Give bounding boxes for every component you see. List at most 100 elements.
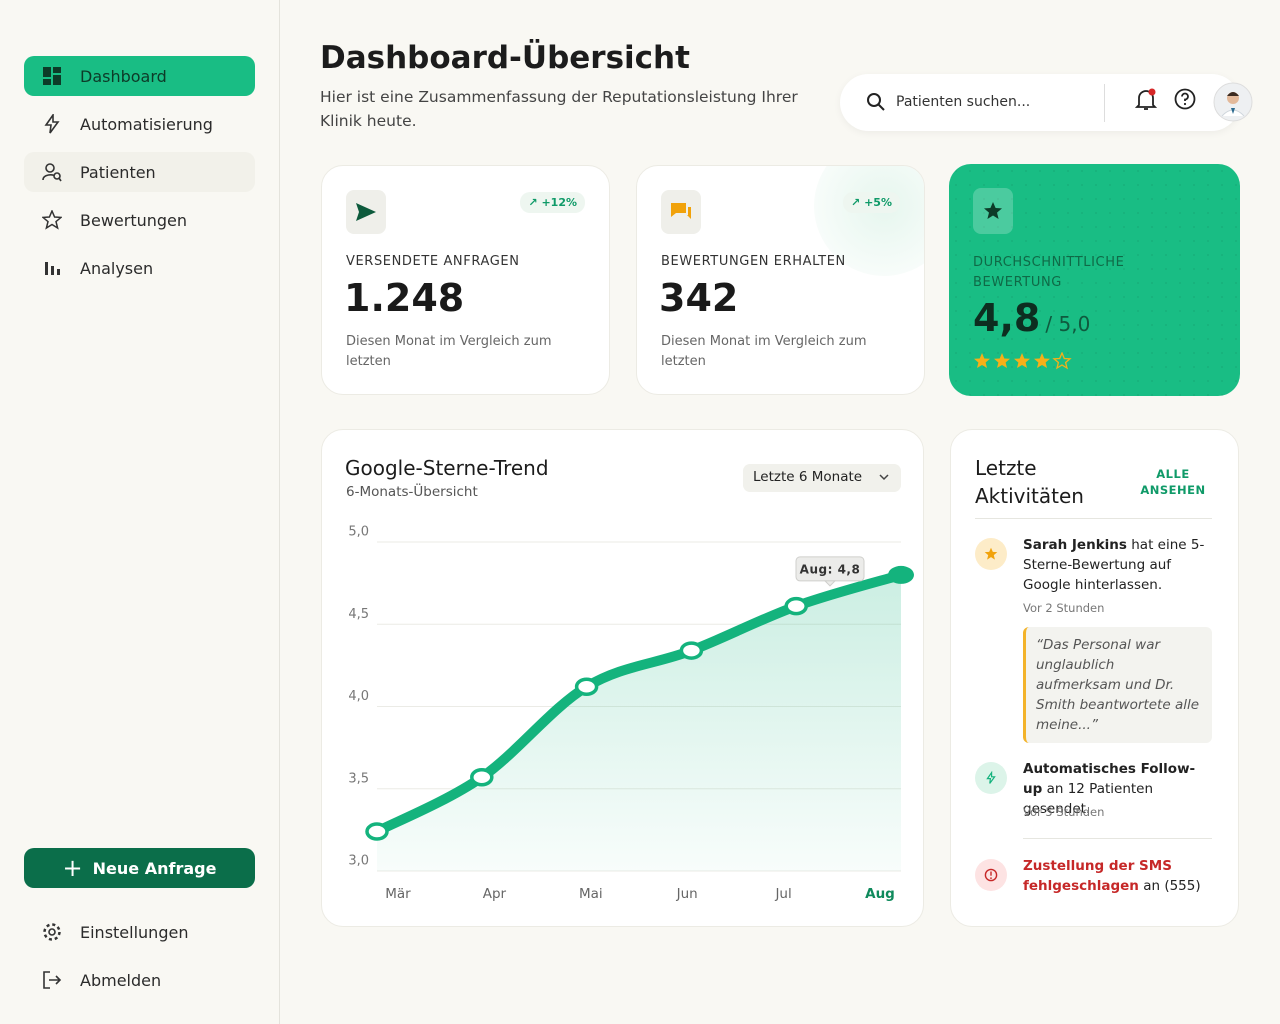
stat-card: ↗ +5% BEWERTUNGEN ERHALTEN 342 Diesen Mo… [636, 165, 925, 395]
activity-time: Vor 5 Stunden [1023, 805, 1105, 819]
nav-label: Patienten [80, 162, 156, 182]
rating: 4,8 / 5,0 [973, 296, 1090, 340]
nav-item[interactable]: Einstellungen [24, 912, 255, 952]
chart-card: Google-Sterne-Trend 6-Monats-Übersicht L… [321, 429, 924, 927]
stat-note: Diesen Monat im Vergleich zum letzten [346, 334, 552, 369]
stat-value: 4,8 [973, 296, 1041, 340]
nav-label: Bewertungen [80, 210, 188, 230]
chart-subtitle: 6-Monats-Übersicht [346, 484, 478, 500]
icon [42, 210, 62, 230]
plus-icon: + [62, 854, 83, 882]
x-tick-label: Jul [774, 886, 791, 902]
activity-time: Vor 2 Stunden [1023, 601, 1105, 615]
change-value: +12% [541, 196, 577, 209]
line-chart: 3,0 3,5 4,0 4,5 5,0 Mär Apr Mai Jun Jul Aug Aug: 4,… [348, 525, 914, 902]
icon [43, 971, 62, 989]
nav-label: Automatisierung [80, 114, 213, 134]
x-tick-label: Apr [483, 886, 507, 902]
stat-card: ↗ +12% VERSENDETE ANFRAGEN 1.248 Diesen … [321, 165, 610, 395]
point [470, 767, 494, 787]
activity-body: hat eine 5-Sterne-Bewertung auf Google h… [1023, 537, 1205, 593]
activity-title: Letzte Aktivitäten [975, 456, 1084, 508]
see-all-link[interactable]: ALLE ANSEHEN [1140, 467, 1206, 497]
x-tick-label: Jun [676, 886, 698, 902]
nav-item[interactable]: Bewertungen [24, 200, 255, 240]
point [888, 565, 914, 584]
chart-title: Google-Sterne-Trend [345, 456, 549, 480]
activity-text: Automatisches Follow-up an 12 Patienten … [1023, 759, 1213, 819]
range-dropdown[interactable]: Letzte 6 Monate [743, 464, 901, 492]
stat-icon [661, 190, 701, 234]
notification-icon[interactable] [1135, 88, 1157, 112]
divider [975, 518, 1212, 519]
divider [1023, 838, 1212, 839]
page-subtitle: Hier ist eine Zusammenfassung der Reputa… [320, 88, 798, 130]
change-chip: ↗ +5% [843, 192, 900, 213]
activity-icon [975, 538, 1007, 570]
tooltip-pointer [823, 580, 837, 587]
activity-body: an (555) 123-4567 [1143, 878, 1201, 894]
review-quote: “Das Personal war unglaublich aufmerksam… [1023, 627, 1212, 743]
avatar[interactable] [1213, 82, 1253, 122]
y-tick-label: 4,0 [348, 689, 369, 704]
nav-label: Dashboard [80, 66, 167, 86]
x-tick-label: Mär [385, 886, 411, 902]
activity-strong: Zustellung der SMS fehlgeschlagen [1023, 858, 1172, 894]
change-chip: ↗ +12% [520, 192, 585, 213]
point [574, 677, 599, 697]
rating-card: DURCHSCHNITTLICHE BEWERTUNG 4,8 / 5,0 [949, 164, 1240, 396]
area [377, 574, 901, 871]
search-bar: Patienten suchen... [840, 74, 1253, 131]
help-icon[interactable] [1174, 88, 1196, 110]
nav-label: Einstellungen [80, 922, 189, 942]
stat-label: DURCHSCHNITTLICHE BEWERTUNG [973, 255, 1125, 290]
activity-strong: Sarah Jenkins [1023, 537, 1127, 553]
icon [42, 163, 62, 182]
nav-item[interactable]: Dashboard [24, 56, 255, 96]
activity-text: Sarah Jenkins hat eine 5-Sterne-Bewertun… [1023, 535, 1213, 595]
stat-label: VERSENDETE ANFRAGEN [346, 254, 520, 269]
icon [43, 923, 61, 941]
y-tick-label: 5,0 [348, 525, 369, 540]
activity-icon [975, 762, 1007, 794]
stat-suffix: / 5,0 [1045, 312, 1091, 336]
tooltip-label: Aug: 4,8 [800, 562, 861, 576]
nav-item[interactable]: Patienten [24, 152, 255, 192]
point [679, 641, 704, 660]
nav-label: Analysen [80, 258, 154, 278]
stat-icon [973, 188, 1013, 234]
dropdown-label: Letzte 6 Monate [753, 469, 863, 485]
change-value: +5% [864, 196, 892, 209]
nav-item[interactable]: Automatisierung [24, 104, 255, 144]
stat-label: BEWERTUNGEN ERHALTEN [661, 254, 846, 269]
activity-text: Zustellung der SMS fehlgeschlagen an (55… [1023, 856, 1213, 898]
sidebar: Dashboard Automatisierung Patienten Bewe… [0, 0, 280, 1024]
search-icon [867, 93, 885, 111]
nav-item[interactable]: Abmelden [24, 960, 255, 1000]
page-title: Dashboard-Übersicht [320, 40, 690, 76]
point [784, 596, 808, 616]
stat-value: 1.248 [344, 276, 465, 320]
icon [44, 114, 60, 134]
y-tick-label: 3,0 [348, 854, 369, 869]
x-tick-label: Aug [865, 886, 895, 902]
search-input[interactable]: Patienten suchen... [896, 94, 1031, 110]
y-tick-label: 4,5 [348, 607, 369, 622]
activity-strong: Automatisches Follow-up [1023, 761, 1196, 797]
point [365, 822, 389, 841]
nav-item[interactable]: Analysen [24, 248, 255, 288]
new-request-button[interactable]: + Neue Anfrage [24, 848, 255, 888]
activity-body: an 12 Patienten gesendet. [1023, 781, 1154, 817]
activity-icon [975, 859, 1007, 891]
stat-value: 342 [659, 276, 739, 320]
button-label: Neue Anfrage [92, 858, 217, 878]
icon [45, 262, 60, 275]
nav-label: Abmelden [80, 970, 162, 990]
y-tick-label: 3,5 [348, 771, 369, 786]
activity-card: Letzte Aktivitäten ALLE ANSEHEN Sarah Je… [950, 429, 1239, 927]
icon [43, 67, 61, 85]
divider [1104, 84, 1105, 122]
stat-note: Diesen Monat im Vergleich zum letzten [661, 334, 867, 369]
stars [974, 352, 1071, 369]
